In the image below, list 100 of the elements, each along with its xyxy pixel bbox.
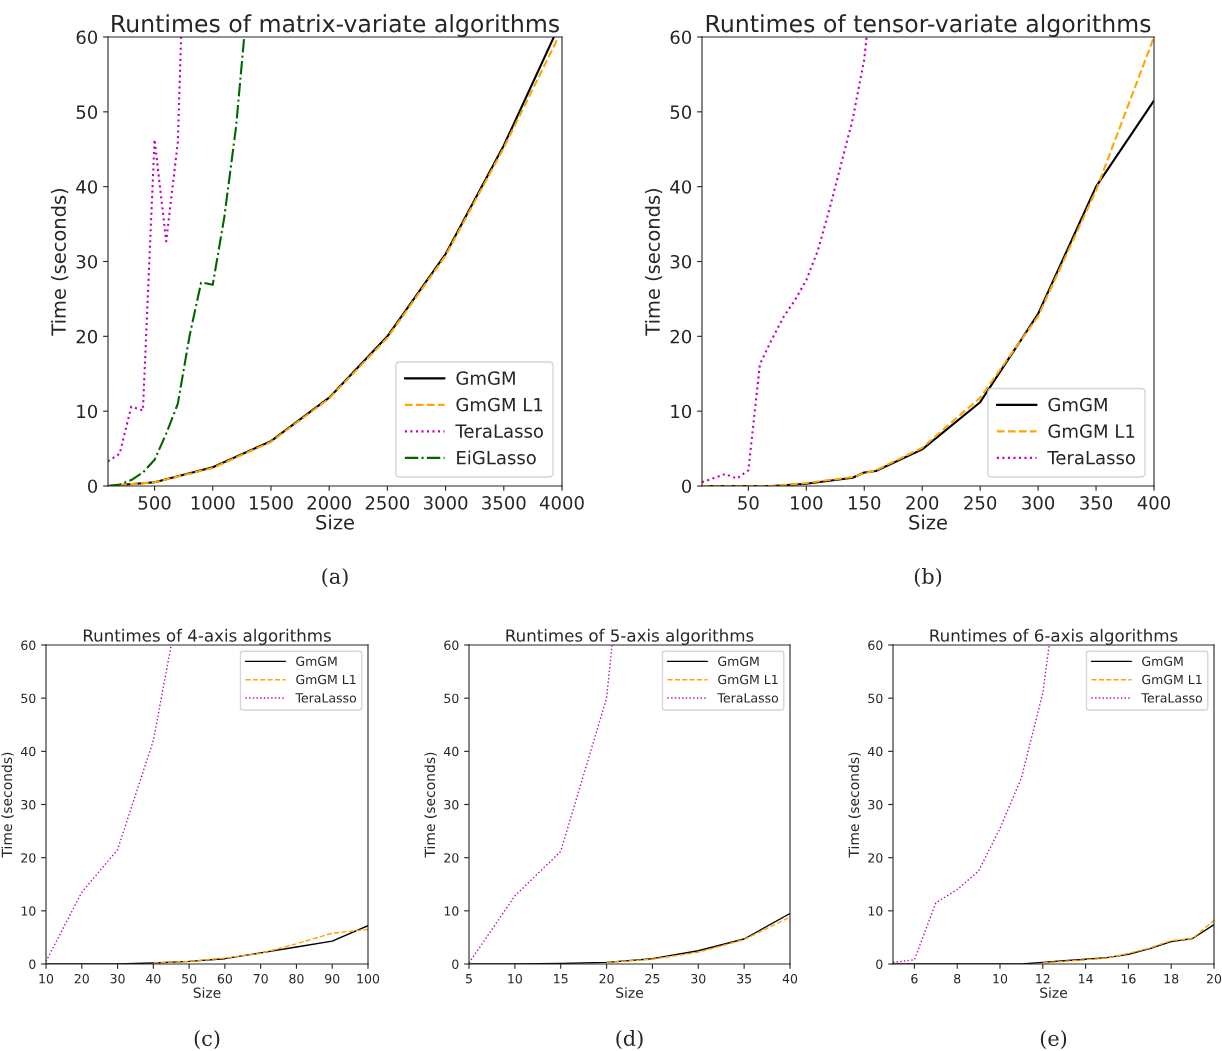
y-tick-label: 30 — [444, 799, 459, 810]
y-axis-title: Time (seconds) — [424, 752, 437, 858]
x-tick-label: 16 — [1121, 973, 1136, 984]
legend-label: GmGM L1 — [1142, 674, 1202, 685]
x-tick-label: 350 — [1080, 496, 1113, 510]
x-tick-label: 10 — [993, 973, 1008, 984]
y-tick-label: 20 — [670, 329, 692, 344]
y-tick-label: 10 — [77, 404, 98, 419]
legend-label: TeraLasso — [455, 424, 543, 438]
legend-label: GmGM L1 — [718, 674, 778, 685]
x-tick-label: 12 — [1036, 973, 1050, 984]
x-axis-title: Size — [909, 514, 947, 530]
y-tick-label: 10 — [21, 906, 36, 916]
y-tick-label: 30 — [76, 254, 98, 269]
x-tick-label: 25 — [645, 973, 660, 984]
x-tick-label: 1500 — [249, 496, 293, 510]
x-axis-title: Size — [316, 514, 354, 530]
y-axis-title: Time (seconds) — [644, 188, 663, 336]
y-tick-label: 10 — [444, 906, 459, 916]
x-tick-label: 1000 — [191, 496, 235, 510]
legend-label: TeraLasso — [717, 693, 779, 703]
x-tick-label: 35 — [737, 973, 751, 984]
legend-label: GmGM — [1142, 656, 1183, 666]
x-tick-label: 100 — [357, 973, 380, 984]
legend-label: TeraLasso — [1141, 693, 1203, 703]
chart-title: Runtimes of tensor-variate algorithms — [706, 14, 1151, 37]
y-tick-label: 0 — [452, 959, 459, 969]
y-tick-label: 20 — [444, 853, 459, 863]
x-tick-label: 10 — [39, 973, 54, 984]
x-tick-label: 40 — [145, 973, 161, 984]
y-tick-label: 0 — [681, 479, 692, 494]
x-tick-label: 70 — [253, 973, 268, 984]
y-axis-title: Time (seconds) — [50, 188, 69, 336]
x-tick-label: 15 — [554, 974, 568, 984]
y-tick-label: 30 — [21, 799, 36, 810]
x-tick-label: 500 — [138, 496, 171, 510]
y-tick-label: 20 — [76, 329, 98, 344]
x-tick-label: 8 — [954, 973, 961, 984]
x-tick-label: 18 — [1164, 973, 1179, 984]
y-axis-title: Time (seconds) — [1, 752, 14, 858]
y-tick-label: 20 — [868, 853, 883, 863]
y-tick-label: 40 — [20, 746, 36, 757]
y-tick-label: 0 — [876, 959, 883, 969]
legend-label: TeraLasso — [295, 693, 357, 703]
x-tick-label: 14 — [1079, 974, 1093, 984]
x-tick-label: 4000 — [539, 496, 584, 510]
legend-label: GmGM — [296, 656, 337, 666]
line-series — [605, 916, 790, 964]
y-tick-label: 10 — [868, 906, 883, 916]
x-tick-label: 2500 — [365, 496, 410, 510]
y-tick-label: 60 — [76, 30, 98, 45]
x-tick-label: 150 — [849, 496, 881, 510]
x-tick-label: 90 — [325, 973, 340, 984]
y-tick-label: 50 — [76, 105, 98, 119]
x-tick-label: 60 — [217, 973, 233, 984]
legend-label: GmGM L1 — [456, 397, 543, 412]
text: (d) — [616, 1029, 643, 1049]
x-tick-label: 40 — [782, 973, 798, 984]
x-tick-label: 20 — [599, 973, 614, 984]
y-tick-label: 40 — [867, 746, 883, 757]
legend-label: GmGM L1 — [296, 674, 356, 685]
y-axis-title: Time (seconds) — [848, 752, 861, 858]
y-tick-label: 50 — [21, 693, 36, 704]
x-tick-label: 400 — [1137, 496, 1171, 510]
legend-label: GmGM — [718, 656, 759, 666]
x-tick-label: 200 — [906, 496, 939, 510]
y-tick-label: 60 — [670, 30, 692, 45]
chart-title: Runtimes of 4-axis algorithms — [83, 628, 331, 645]
chart-title: Runtimes of matrix-variate algorithms — [112, 14, 559, 37]
x-tick-label: 3000 — [423, 496, 468, 510]
line-series — [1042, 919, 1214, 964]
y-tick-label: 50 — [444, 693, 459, 704]
y-tick-label: 40 — [670, 180, 692, 194]
y-tick-label: 40 — [76, 180, 98, 194]
x-tick-label: 50 — [738, 496, 759, 510]
x-axis-title: Size — [1040, 987, 1068, 998]
legend-label: EiGLasso — [457, 450, 536, 465]
text: (c) — [194, 1029, 220, 1049]
x-tick-label: 6 — [911, 973, 918, 984]
x-tick-label: 80 — [289, 973, 304, 984]
text: (a) — [322, 567, 348, 587]
x-tick-label: 20 — [1206, 973, 1222, 984]
x-axis-title: Size — [616, 987, 644, 998]
x-axis-title: Size — [193, 987, 221, 998]
text: (b) — [914, 567, 942, 587]
legend-label: GmGM — [456, 371, 515, 385]
line-series — [108, 37, 183, 463]
y-tick-label: 20 — [21, 853, 36, 863]
y-tick-label: 50 — [670, 105, 692, 119]
y-tick-label: 60 — [868, 640, 883, 650]
x-tick-label: 50 — [182, 973, 197, 984]
x-tick-label: 30 — [110, 973, 125, 984]
y-tick-label: 30 — [670, 254, 692, 269]
y-tick-label: 50 — [868, 693, 883, 704]
x-tick-label: 10 — [508, 973, 522, 984]
y-tick-label: 30 — [868, 799, 883, 810]
y-tick-label: 10 — [671, 404, 692, 419]
y-tick-label: 40 — [443, 746, 459, 757]
x-tick-label: 250 — [964, 496, 997, 510]
x-tick-label: 300 — [1022, 496, 1055, 510]
